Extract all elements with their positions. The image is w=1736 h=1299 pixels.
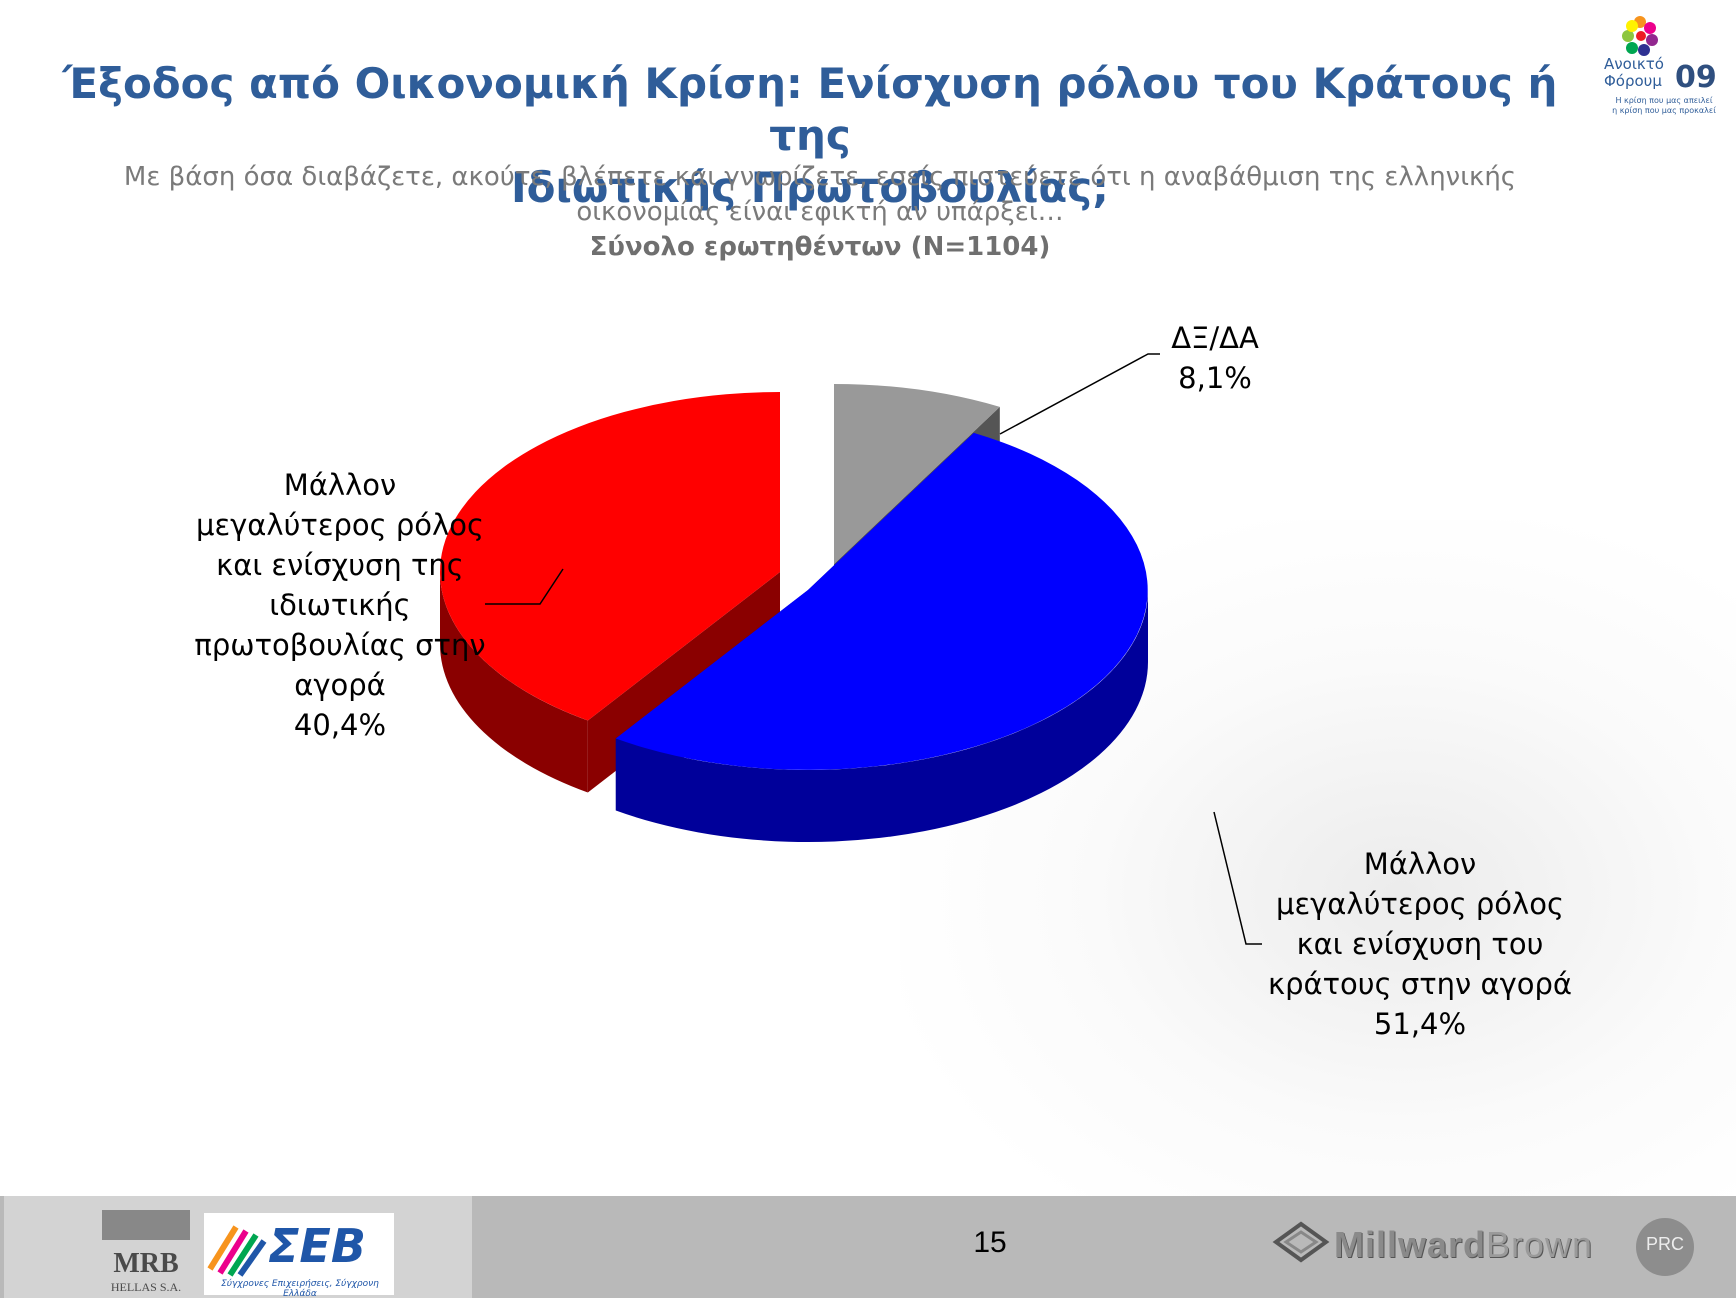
subtitle-line-2: οικονομίας είναι εφικτή αν υπάρξει… [576,197,1064,227]
mrb-logo-text: MRB [113,1248,179,1279]
page-number: 15 [973,1226,1007,1259]
slice-label-state: Μάλλον μεγαλύτερος ρόλος και ενίσχυση το… [1255,844,1585,1044]
millward-text: Millward [1334,1224,1487,1265]
slice-label-state-line-4: κράτους στην αγορά [1267,967,1573,1001]
slice-label-dont-know: ΔΞ/ΔΑ 8,1% [1150,318,1280,398]
slice-value-private: 40,4% [293,708,387,742]
slice-value-state: 51,4% [1373,1007,1467,1041]
millward-brown-text: MillwardBrown [1334,1224,1593,1266]
slice-label-private-line-1: Μάλλον [283,468,397,502]
slice-label-private-line-4: ιδιωτικής [269,588,411,622]
pie-chart [440,353,1262,945]
mrb-logo-subtext: HELLAS S.A. [110,1280,182,1294]
slice-value-dont-know: 8,1% [1178,361,1252,395]
pie-slice-private [440,392,780,721]
millward-brown-logo: MillwardBrown [1270,1218,1610,1268]
prc-logo-text: PRC [1645,1234,1684,1254]
footer-logo-panel: MRB HELLAS S.A. ΣΕΒ Σύγχρονες Επιχειρήσε… [4,1196,472,1299]
slice-label-dont-know-line-1: ΔΞ/ΔΑ [1171,321,1259,355]
slice-label-state-line-2: μεγαλύτερος ρόλος [1276,887,1564,921]
leader-line-private [485,568,564,605]
forum-logo-text: Ανοικτό Φόρουμ [1604,56,1664,90]
slice-label-private: Μάλλον μεγαλύτερος ρόλος και ενίσχυση τη… [185,465,495,745]
forum-tagline-1: Η κρίση που μας απειλεί [1615,96,1713,105]
slide-title: Έξοδος από Οικονομική Κρίση: Ενίσχυση ρό… [60,58,1560,214]
forum-line-2: Φόρουμ [1604,72,1662,90]
sample-size-label: Σύνολο ερωτηθέντων (N=1104) [589,232,1051,262]
pie-slice-state [615,432,1148,770]
leader-line-dont-know [999,353,1160,435]
slice-label-private-line-2: μεγαλύτερος ρόλος [196,508,484,542]
slice-label-private-line-6: αγορά [294,668,386,702]
seb-logo: ΣΕΒ Σύγχρονες Επιχειρήσεις, Σύγχρονη Ελλ… [204,1213,394,1299]
forum-line-1: Ανοικτό [1604,55,1664,73]
title-line-2: Ιδιωτικής Πρωτοβουλίας; [511,163,1109,212]
forum-tagline: Η κρίση που μας απειλεί η κρίση που μας … [1594,96,1734,116]
seb-logo-tagline: Σύγχρονες Επιχειρήσεις, Σύγχρονη Ελλάδα [221,1279,379,1299]
leader-lines [485,353,1262,945]
slice-label-private-line-3: και ενίσχυση της [216,548,464,582]
prc-logo: PRC [1636,1218,1694,1276]
millward-brown-emblem-icon [1272,1221,1330,1263]
footer-bar: MRB HELLAS S.A. ΣΕΒ Σύγχρονες Επιχειρήσε… [0,1196,1736,1299]
subtitle-line-1: Με βάση όσα διαβάζετε, ακούτε, βλέπετε κ… [123,162,1517,192]
slice-label-state-line-3: και ενίσχυση του [1296,927,1544,961]
slice-label-state-line-1: Μάλλον [1363,847,1477,881]
seb-logo-text: ΣΕΒ [268,1219,366,1273]
mrb-logo-box [102,1210,190,1240]
leader-line-state [1213,811,1262,945]
pie-slice-dont-know [834,384,1000,564]
brown-text: Brown [1486,1224,1594,1265]
seb-swoosh-icon [207,1225,267,1277]
slice-label-private-line-5: πρωτοβουλίας στην [194,628,486,662]
forum-tagline-2: η κρίση που μας προκαλεί [1612,106,1716,115]
forum-year: 09 [1675,60,1717,95]
pie-slice-private-wall [440,572,588,793]
flower-icon [1622,16,1658,56]
title-line-1: Έξοδος από Οικονομική Κρίση: Ενίσχυση ρό… [62,59,1558,160]
pie-layer [440,384,1148,842]
pie-slice-state-wall [615,590,1148,842]
mrb-logo: MRB HELLAS S.A. [102,1210,190,1294]
slide-subtitle: Με βάση όσα διαβάζετε, ακούτε, βλέπετε κ… [100,160,1540,265]
